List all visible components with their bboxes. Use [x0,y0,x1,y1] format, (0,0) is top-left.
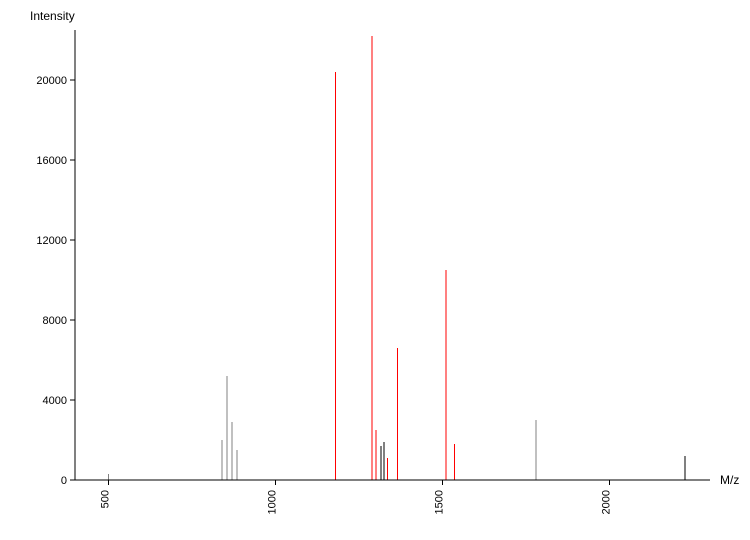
y-tick-label: 4000 [43,395,67,407]
x-tick-label: 1500 [434,490,446,514]
x-tick-label: 1000 [267,490,279,514]
spectrum-svg: 0 4000 8000 12000 16000 20000 500 1000 1500 2000 I… [0,0,750,540]
y-tick-label: 8000 [43,315,67,327]
y-tick-label: 0 [61,475,67,487]
mass-spectrum-chart: 0 4000 8000 12000 16000 20000 500 1000 1500 2000 I… [0,0,750,540]
x-tick-label: 2000 [601,490,613,514]
y-tick-label: 16000 [36,155,67,167]
x-tick-label: 500 [99,490,111,508]
y-axis-title: Intensity [30,9,75,23]
x-axis-title: M/z [720,473,739,487]
y-tick-label: 20000 [36,75,67,87]
y-tick-label: 12000 [36,235,67,247]
